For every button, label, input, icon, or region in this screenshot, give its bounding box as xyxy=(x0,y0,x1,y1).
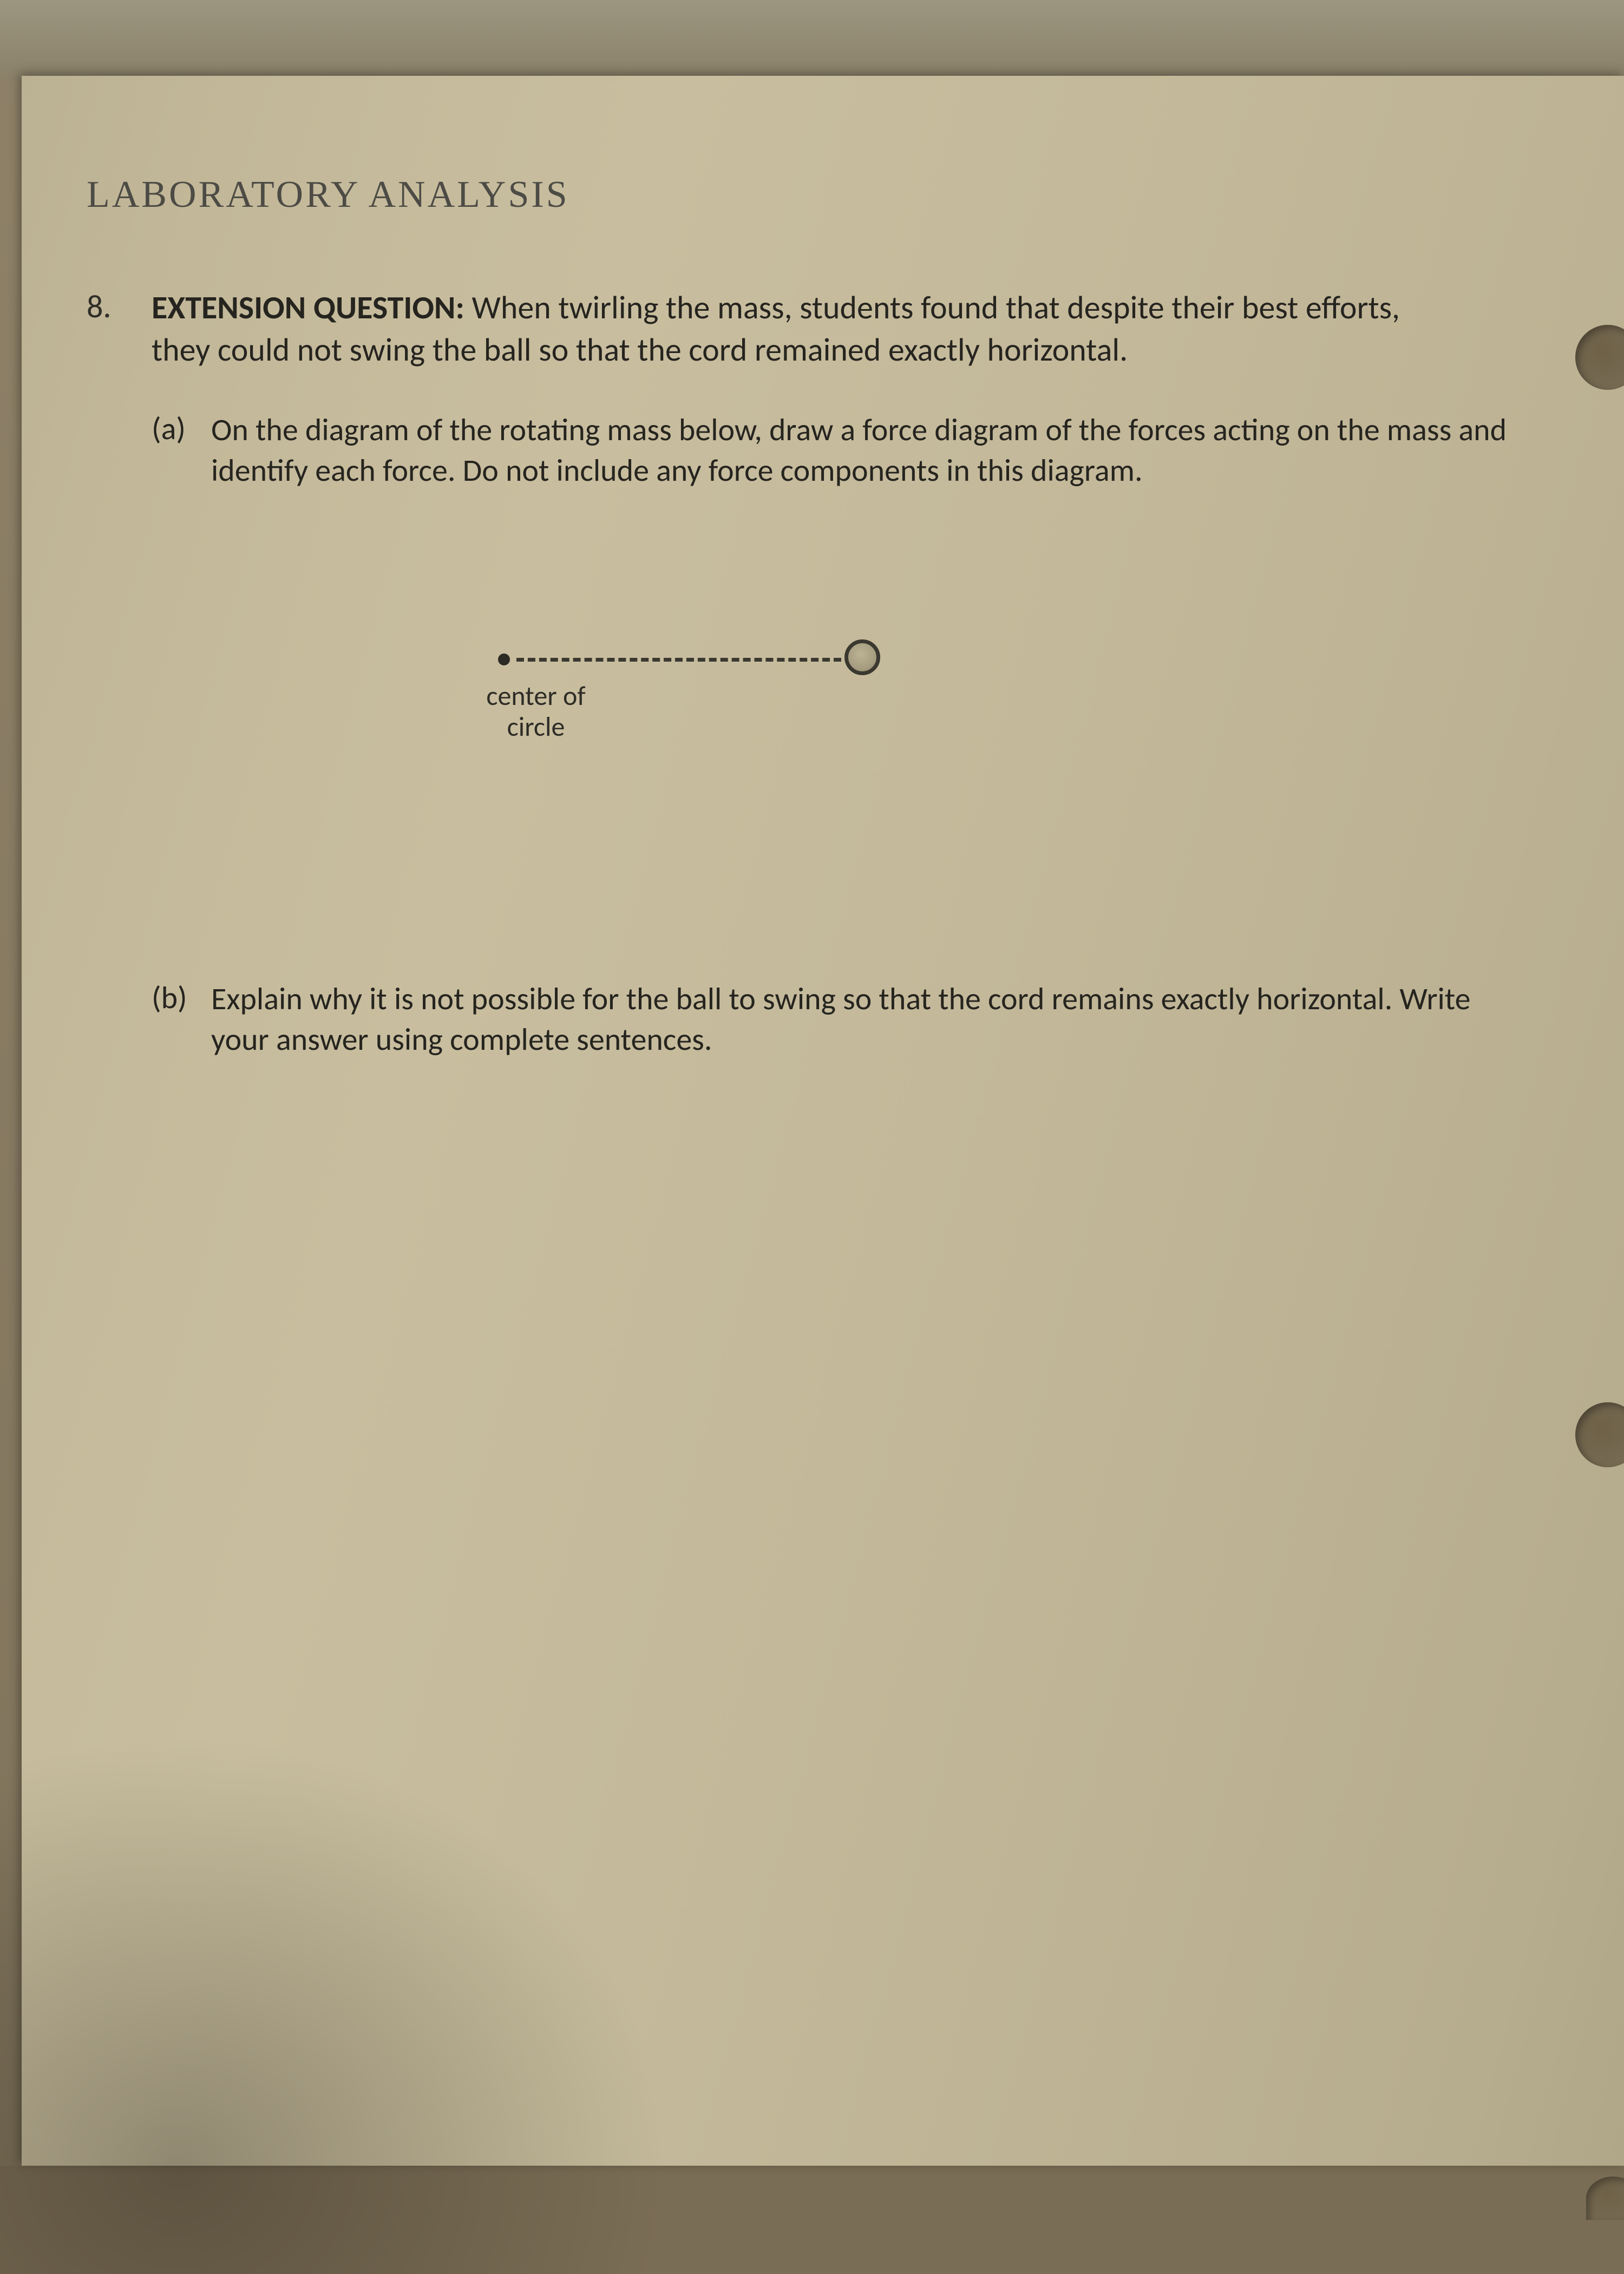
cord-dashed-line xyxy=(516,658,841,662)
center-label: center of circle xyxy=(466,681,606,743)
mass-circle xyxy=(844,639,880,675)
photo-shadow xyxy=(0,1733,671,2274)
question-body: EXTENSION QUESTION: When twirling the ma… xyxy=(152,287,1440,371)
part-a-text: On the diagram of the rotating mass belo… xyxy=(211,409,1516,491)
punch-hole xyxy=(1575,1402,1624,1467)
part-a-label: (a) xyxy=(152,409,195,448)
center-label-line1: center of xyxy=(486,679,585,713)
part-b-label: (b) xyxy=(152,978,195,1017)
page-title: LABORATORY ANALYSIS xyxy=(87,173,1537,217)
part-b-row: (b) Explain why it is not possible for t… xyxy=(152,978,1516,1060)
diagram-area: center of circle xyxy=(87,513,1537,957)
center-of-circle-dot xyxy=(498,654,510,665)
punch-hole xyxy=(1575,325,1624,390)
question-lead: EXTENSION QUESTION: xyxy=(152,288,464,328)
part-a-row: (a) On the diagram of the rotating mass … xyxy=(152,409,1516,491)
desk-surface: LABORATORY ANALYSIS 8. EXTENSION QUESTIO… xyxy=(0,0,1624,2166)
question-row: 8. EXTENSION QUESTION: When twirling the… xyxy=(87,287,1440,371)
part-b-text: Explain why it is not possible for the b… xyxy=(211,978,1516,1060)
center-label-line2: circle xyxy=(507,710,565,743)
desk-top-strip xyxy=(0,0,1624,81)
question-number: 8. xyxy=(87,287,119,326)
punch-hole xyxy=(1586,2177,1624,2220)
worksheet-page: LABORATORY ANALYSIS 8. EXTENSION QUESTIO… xyxy=(22,76,1624,2166)
